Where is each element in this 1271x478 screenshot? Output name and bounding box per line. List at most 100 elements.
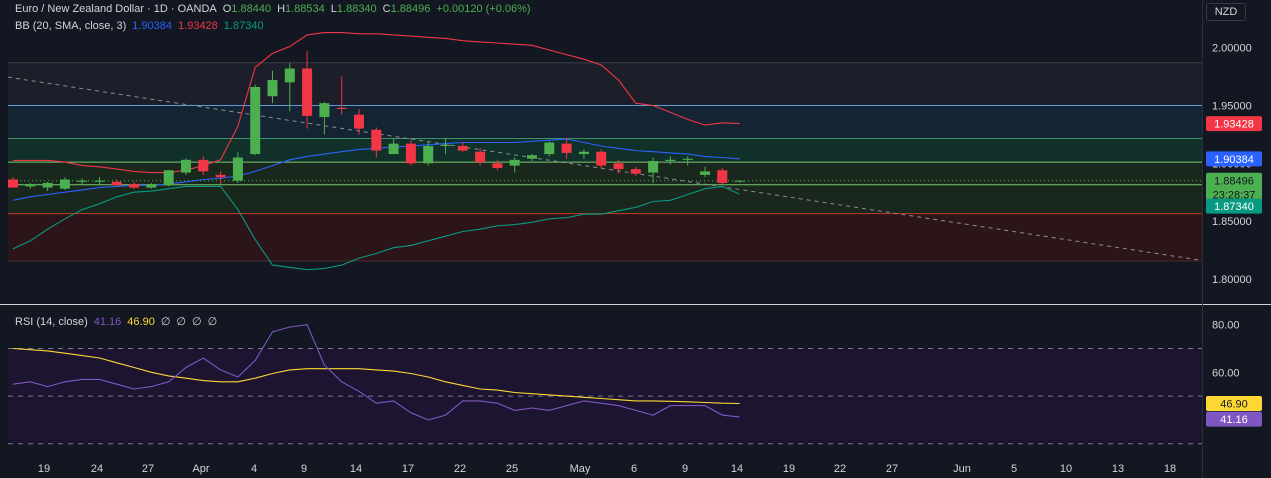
candle <box>354 108 364 135</box>
open-value: 1.88440 <box>231 3 272 15</box>
candle-body <box>111 181 122 186</box>
time-label: Jun <box>953 463 971 475</box>
rsi-ma-value: 46.90 <box>127 315 155 328</box>
candle <box>319 102 330 135</box>
time-label: 25 <box>506 463 518 475</box>
candle <box>8 177 18 188</box>
rsi-value: 41.16 <box>93 315 122 328</box>
candle-body <box>405 143 416 164</box>
candle-body <box>700 171 710 175</box>
candle-body <box>630 169 641 174</box>
high-label: H <box>277 3 286 15</box>
axes: 2.000001.950001.900001.850001.800001.934… <box>38 43 1262 475</box>
candle <box>336 76 347 115</box>
price-tag-basis-bg <box>1206 151 1262 167</box>
rsi-tag-value-bg <box>1206 411 1262 427</box>
candle-body <box>146 184 157 188</box>
candle-body <box>59 179 70 189</box>
rsi-extra-1: ∅ <box>160 316 171 328</box>
zone-blue <box>8 105 1202 139</box>
candle-body <box>561 143 572 153</box>
candle-body <box>77 180 88 182</box>
high-value: 1.88534 <box>285 3 325 15</box>
price-tag-lower-bg <box>1206 198 1262 214</box>
trend-line <box>7 76 1203 261</box>
candle <box>544 141 555 157</box>
candle <box>457 142 468 152</box>
candle-body <box>613 163 624 170</box>
rsi-title: RSI (14, close) <box>15 315 88 328</box>
bb-title: BB (20, SMA, close, 3) <box>15 20 127 32</box>
price-tag-basis: 1.90384 <box>1214 154 1254 166</box>
time-label: 13 <box>1112 463 1124 475</box>
candle <box>77 178 88 185</box>
candle <box>250 84 261 156</box>
open-label: O <box>222 3 232 15</box>
price-tag-close: 1.88496 <box>1214 176 1254 188</box>
candle-body <box>319 103 330 118</box>
symbol-title[interactable]: Euro / New Zealand Dollar · 1D · OANDA <box>15 3 217 15</box>
price-tick-label: 1.85000 <box>1212 216 1252 228</box>
candle <box>267 70 278 104</box>
time-label: 18 <box>1164 463 1176 475</box>
candle-body <box>596 151 607 166</box>
candle-body <box>354 114 364 129</box>
candle <box>129 181 140 189</box>
candle <box>198 156 209 175</box>
rsi-extra-2: ∅ <box>176 316 186 328</box>
time-label: 9 <box>301 463 307 475</box>
bb-legend[interactable]: BB (20, SMA, close, 3) 1.90384 1.93428 1… <box>15 20 264 32</box>
rsi-line <box>12 324 740 421</box>
rsi-tag-ma: 46.90 <box>1220 398 1248 410</box>
candle-body <box>682 158 693 160</box>
candle-body <box>163 170 174 186</box>
bb-upper-line <box>13 32 740 174</box>
bb-basis-value: 1.90384 <box>132 20 173 32</box>
time-label: 5 <box>1011 463 1017 475</box>
time-label: May <box>570 463 591 475</box>
candle-body <box>25 184 36 187</box>
rsi-ma-line <box>12 347 740 405</box>
rsi-legend[interactable]: RSI (14, close) 41.16 46.90 ∅ ∅ ∅ ∅ <box>15 315 218 329</box>
rsi-tick-label: 80.00 <box>1212 320 1240 332</box>
candle <box>232 151 243 183</box>
candle-body <box>475 151 486 163</box>
price-tick-label: 1.80000 <box>1212 274 1252 286</box>
price-tag-upper-bg <box>1206 116 1262 132</box>
candle-body <box>336 107 347 109</box>
candle <box>596 149 607 168</box>
price-tag-upper: 1.93428 <box>1214 119 1254 131</box>
time-label: 19 <box>783 463 795 475</box>
candle-body <box>198 159 209 172</box>
currency-button[interactable]: NZD <box>1206 3 1246 21</box>
candle <box>388 137 399 155</box>
candle <box>440 137 451 155</box>
rsi-pane <box>8 324 1202 445</box>
price-tag-lower: 1.87340 <box>1214 201 1254 213</box>
candle <box>42 181 53 192</box>
time-label: 10 <box>1060 463 1072 475</box>
rsi-extra-4: ∅ <box>207 316 218 328</box>
candle-body <box>232 157 243 181</box>
candle <box>578 149 589 159</box>
time-label: 14 <box>350 463 362 475</box>
zone-top <box>8 62 1202 106</box>
candle-body <box>94 180 105 182</box>
candle-body <box>284 68 295 83</box>
candle <box>94 177 105 185</box>
candle <box>648 157 659 183</box>
candle <box>163 170 174 187</box>
candle <box>475 148 486 166</box>
low-label: L <box>330 3 337 15</box>
rsi-extra-3: ∅ <box>192 316 202 328</box>
candle-body <box>665 159 676 161</box>
candle-body <box>423 145 434 164</box>
candle <box>613 159 624 174</box>
candle-body <box>648 160 659 173</box>
candle <box>59 177 70 190</box>
candle-body <box>717 170 728 183</box>
price-tick-label: 1.95000 <box>1212 100 1252 112</box>
candle <box>25 182 36 189</box>
candle-body <box>388 143 399 155</box>
